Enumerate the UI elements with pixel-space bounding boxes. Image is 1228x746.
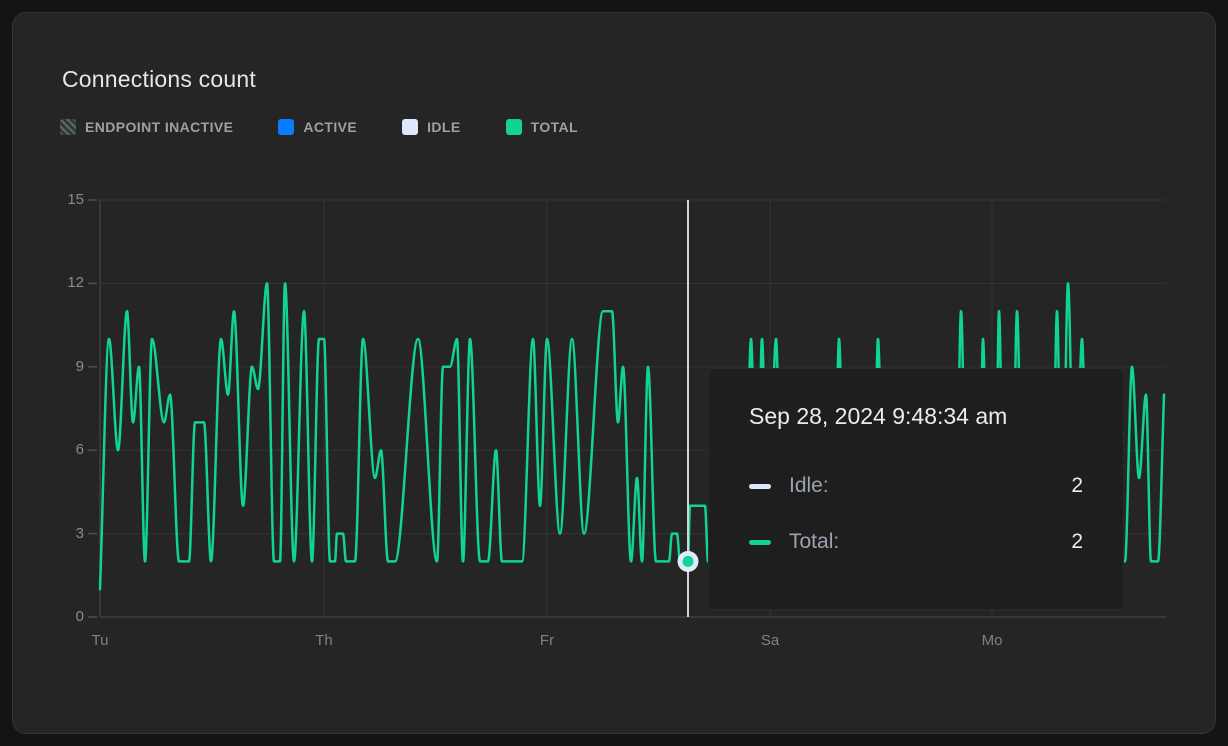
legend: ENDPOINT INACTIVE ACTIVE IDLE TOTAL <box>60 119 578 135</box>
legend-item-total[interactable]: TOTAL <box>505 119 578 135</box>
legend-item-endpoint-inactive[interactable]: ENDPOINT INACTIVE <box>60 119 233 135</box>
page-title: Connections count <box>62 66 256 92</box>
legend-item-idle[interactable]: IDLE <box>402 119 461 135</box>
active-swatch-icon <box>278 119 295 135</box>
tooltip-row-total: Total: 2 <box>749 527 1083 557</box>
hatched-swatch-icon <box>60 119 76 135</box>
legend-label: ACTIVE <box>303 119 358 135</box>
tooltip-timestamp: Sep 28, 2024 9:48:34 am <box>749 403 1008 429</box>
legend-item-active[interactable]: ACTIVE <box>278 119 357 135</box>
legend-label: ENDPOINT INACTIVE <box>85 119 234 135</box>
legend-label: TOTAL <box>530 119 578 135</box>
total-line-icon <box>749 539 771 545</box>
legend-label: IDLE <box>427 119 461 135</box>
idle-line-icon <box>749 483 771 489</box>
tooltip-value: 2 <box>1071 530 1083 553</box>
idle-swatch-icon <box>402 119 419 135</box>
tooltip-value: 2 <box>1071 474 1083 497</box>
total-swatch-icon <box>505 119 522 135</box>
tooltip-label: Total: <box>789 530 840 553</box>
chart-tooltip: Sep 28, 2024 9:48:34 am Idle: 2 Total: 2 <box>708 368 1124 610</box>
tooltip-row-idle: Idle: 2 <box>749 471 1083 501</box>
tooltip-label: Idle: <box>789 474 829 497</box>
